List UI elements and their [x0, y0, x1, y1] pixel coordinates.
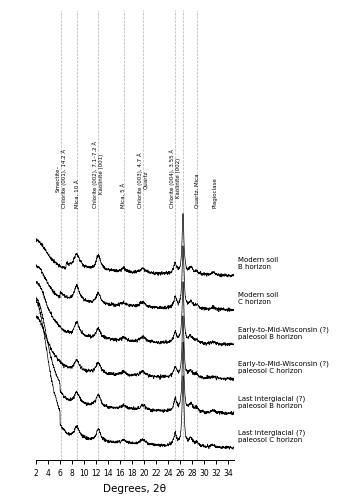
X-axis label: Degrees, 2θ: Degrees, 2θ: [103, 484, 167, 494]
Text: Quartz, Mica: Quartz, Mica: [194, 173, 199, 208]
Text: Mica, 5 Å: Mica, 5 Å: [121, 182, 126, 208]
Text: Early-to-Mid-Wisconsin (?)
paleosol B horizon: Early-to-Mid-Wisconsin (?) paleosol B ho…: [238, 326, 329, 340]
Text: Mica, 10 Å: Mica, 10 Å: [74, 179, 79, 208]
Text: Modern soil
C horizon: Modern soil C horizon: [238, 292, 278, 305]
Text: Chlorite (004), 3.55 Å
Kaolinite (002): Chlorite (004), 3.55 Å Kaolinite (002): [170, 148, 181, 208]
Text: Chlorite (003), 4.7 Å
Quartz: Chlorite (003), 4.7 Å Quartz: [137, 152, 149, 208]
Text: Plagioclase: Plagioclase: [212, 176, 217, 208]
Text: Smectite–
Chlorite (001), 14.2 Å: Smectite– Chlorite (001), 14.2 Å: [55, 148, 67, 208]
Text: Last interglacial (?)
paleosol B horizon: Last interglacial (?) paleosol B horizon: [238, 395, 305, 408]
Text: Modern soil
B horizon: Modern soil B horizon: [238, 258, 278, 270]
Text: Last interglacial (?)
paleosol C horizon: Last interglacial (?) paleosol C horizon: [238, 430, 305, 443]
Text: Chlorite (002), 7.1–7.2 Å
Kaolinite (001): Chlorite (002), 7.1–7.2 Å Kaolinite (001…: [93, 140, 104, 207]
Text: Early-to-Mid-Wisconsin (?)
paleosol C horizon: Early-to-Mid-Wisconsin (?) paleosol C ho…: [238, 360, 329, 374]
